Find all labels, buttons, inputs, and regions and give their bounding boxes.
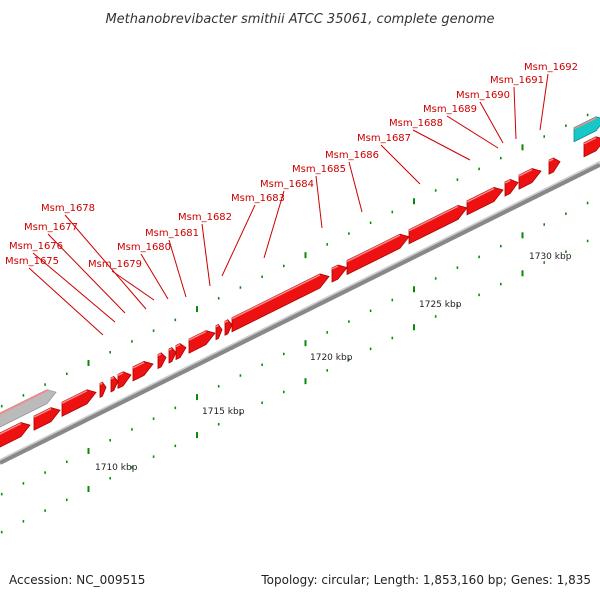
gene-arrow-shine	[188, 330, 207, 341]
backbone-line	[0, 163, 600, 465]
gene-arrow	[548, 157, 561, 175]
gene-arrow	[466, 187, 504, 216]
kbp-label: 1720 kbp	[310, 353, 353, 363]
gene-label: Msm_1691	[490, 75, 544, 86]
gene-arrow	[110, 375, 119, 393]
gene-arrow	[504, 178, 519, 197]
gene-arrow-shine	[331, 265, 339, 270]
gene-arrow	[215, 323, 223, 341]
gene-arrow	[231, 273, 330, 333]
gene-arrow-shine	[61, 390, 88, 404]
topology-text: Topology: circular; Length: 1,853,160 bp…	[261, 573, 591, 587]
gene-arrow-shine	[33, 407, 52, 418]
leader-line	[412, 129, 471, 161]
gene-label: Msm_1683	[231, 193, 285, 204]
leader-line	[221, 204, 256, 277]
gene-label: Msm_1678	[41, 203, 95, 214]
leader-line	[315, 175, 323, 229]
gene-arrow-shine	[117, 372, 124, 377]
gene-arrow-shine	[408, 205, 459, 232]
leader-line	[168, 239, 187, 298]
gene-arrow-shine	[504, 179, 511, 184]
gene-arrow-shine	[99, 382, 103, 385]
gene-arrow	[99, 381, 107, 398]
genome-backbone	[0, 160, 600, 465]
gene-arrow-shine	[175, 343, 181, 348]
gene-arrow-shine	[231, 274, 321, 320]
leader-line	[479, 101, 504, 144]
gene-arrow-shine	[157, 353, 162, 357]
leader-line	[47, 233, 126, 314]
gene-label: Msm_1692	[524, 62, 578, 73]
leader-line	[28, 267, 104, 336]
map-title: Methanobrevibacter smithii ATCC 35061, c…	[105, 12, 494, 27]
gene-label: Msm_1681	[145, 228, 199, 239]
gene-label: Msm_1682	[178, 212, 232, 223]
gene-arrow	[331, 264, 348, 283]
leader-line	[348, 161, 363, 213]
gene-arrow	[157, 352, 167, 370]
gene-arrow	[117, 371, 132, 389]
kbp-label: 1725 kbp	[419, 300, 462, 310]
label-leader-lines	[28, 73, 549, 336]
gene-label: Msm_1680	[117, 242, 171, 253]
accession-text: Accession: NC_009515	[9, 573, 146, 587]
gene-arrow	[408, 204, 468, 245]
leader-line	[446, 115, 499, 149]
backbone-highlight	[0, 160, 600, 461]
gene-features	[0, 116, 600, 448]
gene-arrow-shine	[110, 376, 115, 380]
gene-label: Msm_1685	[292, 164, 346, 175]
gene-arrow-shine	[518, 168, 533, 177]
gene-label: Msm_1684	[260, 179, 314, 190]
leader-line	[513, 86, 517, 140]
leader-line	[539, 73, 549, 131]
gene-arrow-shine	[215, 324, 219, 328]
gene-label: Msm_1687	[357, 133, 411, 144]
gene-arrow-shine	[466, 187, 495, 203]
leader-line	[140, 253, 169, 300]
grey-feature-shine	[0, 389, 48, 415]
gene-arrow	[346, 233, 410, 276]
gene-label: Msm_1679	[88, 259, 142, 270]
cyan-feature	[573, 116, 600, 143]
gene-label: Msm_1689	[423, 104, 477, 115]
gene-arrow-shine	[0, 422, 22, 435]
gene-arrow-shine	[583, 137, 597, 145]
gene-arrow	[168, 347, 177, 364]
gene-arrow	[224, 319, 233, 336]
gene-arrow-shine	[168, 347, 173, 351]
gene-label: Msm_1690	[456, 90, 510, 101]
gene-arrow-shine	[132, 361, 145, 369]
cyan-feature-shine	[573, 117, 597, 130]
leader-line	[380, 144, 421, 185]
leader-line	[64, 214, 147, 310]
leader-line	[201, 223, 211, 287]
leader-line	[32, 252, 116, 323]
leader-line	[263, 190, 285, 259]
gene-labels: Msm_1675 Msm_1676 Msm_1677 Msm_1678 Msm_1679…	[5, 62, 578, 270]
gene-label: Msm_1676	[9, 241, 63, 252]
tick-marks	[0, 113, 589, 534]
gene-arrow-shine	[346, 234, 401, 263]
gene-arrow	[0, 422, 31, 448]
gene-arrow	[61, 389, 97, 417]
gene-label: Msm_1677	[24, 222, 78, 233]
gene-arrow	[132, 361, 154, 382]
gene-label: Msm_1688	[389, 118, 443, 129]
gene-arrow-shine	[224, 320, 229, 323]
leader-line	[111, 270, 155, 301]
kbp-labels: 1710 kbp 1715 kbp 1720 kbp 1725 kbp 1730 kbp	[95, 252, 572, 473]
gene-arrow-shine	[548, 158, 554, 162]
grey-feature	[0, 389, 57, 428]
gene-label: Msm_1686	[325, 150, 379, 161]
gene-label: Msm_1675	[5, 256, 59, 267]
kbp-label: 1730 kbp	[529, 252, 572, 262]
gene-arrow	[175, 343, 187, 361]
kbp-label: 1715 kbp	[202, 407, 245, 417]
kbp-label: 1710 kbp	[95, 463, 138, 473]
gene-arrow	[518, 168, 542, 190]
